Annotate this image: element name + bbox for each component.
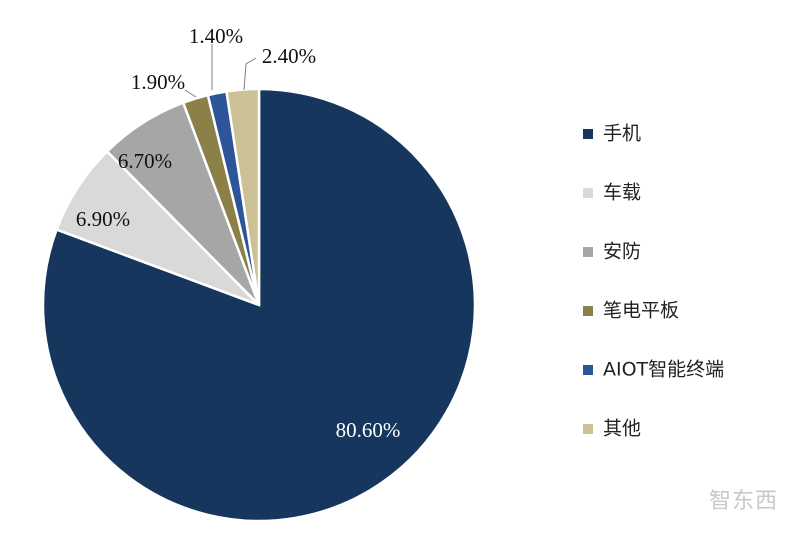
legend-swatch-6 bbox=[583, 424, 593, 434]
legend-swatch-3 bbox=[583, 247, 593, 257]
watermark-logo: 智东西 bbox=[708, 489, 778, 514]
slice-label-5: 1.40% bbox=[189, 24, 243, 48]
slice-label-3: 6.70% bbox=[118, 149, 172, 173]
legend-swatch-1 bbox=[583, 129, 593, 139]
legend-label-6: 其他 bbox=[603, 418, 641, 440]
pie-slices bbox=[41, 87, 477, 523]
leader-line-6 bbox=[243, 57, 257, 91]
legend-label-3: 安防 bbox=[603, 241, 641, 263]
legend-swatch-5 bbox=[583, 365, 593, 375]
legend-swatch-2 bbox=[583, 188, 593, 198]
legend-label-2: 车载 bbox=[603, 182, 641, 204]
legend-label-4: 笔电平板 bbox=[603, 300, 679, 322]
legend-label-5: AIOT智能终端 bbox=[603, 359, 724, 381]
leader-line-4 bbox=[184, 89, 197, 98]
slice-label-1: 80.60% bbox=[336, 418, 401, 442]
slice-labels: 80.60% 6.90% 6.70% 1.90%1.40% 2.40% bbox=[76, 24, 401, 442]
leader-lines bbox=[184, 44, 257, 98]
slice-label-4: 1.90% bbox=[131, 70, 185, 94]
legend-swatch-4 bbox=[583, 306, 593, 316]
slice-label-2: 6.90% bbox=[76, 207, 130, 231]
legend-label-1: 手机 bbox=[603, 123, 641, 145]
pie-slice-6 bbox=[225, 87, 261, 306]
slice-label-6: 2.40% bbox=[262, 44, 316, 68]
